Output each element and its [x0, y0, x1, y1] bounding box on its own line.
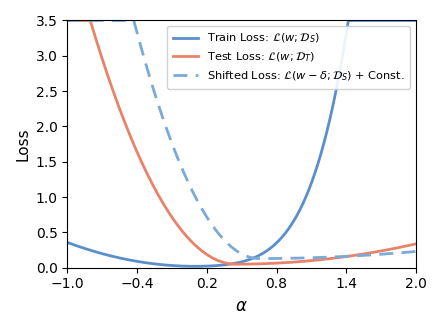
Shifted Loss: $\mathcal{L}(w - \delta; \mathcal{D}_S)$ + Const.: (0.651, 0.13): $\mathcal{L}(w - \delta; \mathcal{D}_S)$…: [256, 256, 262, 260]
Shifted Loss: $\mathcal{L}(w - \delta; \mathcal{D}_S)$ + Const.: (2, 0.23): $\mathcal{L}(w - \delta; \mathcal{D}_S)$…: [413, 249, 419, 253]
Line: Train Loss: $\mathcal{L}(w; \mathcal{D}_S)$: Train Loss: $\mathcal{L}(w; \mathcal{D}_…: [67, 20, 416, 266]
Train Loss: $\mathcal{L}(w; \mathcal{D}_S)$: (0.46, 0.0683): $\mathcal{L}(w; \mathcal{D}_S)$: (0.46, …: [234, 261, 240, 265]
Train Loss: $\mathcal{L}(w; \mathcal{D}_S)$: (1.91, 3.5): $\mathcal{L}(w; \mathcal{D}_S)$: (1.91, …: [404, 18, 409, 22]
Train Loss: $\mathcal{L}(w; \mathcal{D}_S)$: (2, 3.5): $\mathcal{L}(w; \mathcal{D}_S)$: (2, 3.5…: [413, 18, 419, 22]
Shifted Loss: $\mathcal{L}(w - \delta; \mathcal{D}_S)$ + Const.: (-1, 3.5): $\mathcal{L}(w - \delta; \mathcal{D}_S)$…: [65, 18, 70, 22]
Test Loss: $\mathcal{L}(w; \mathcal{D}_T)$: (0.379, 0.061): $\mathcal{L}(w; \mathcal{D}_T)$: (0.379,…: [225, 261, 230, 265]
Test Loss: $\mathcal{L}(w; \mathcal{D}_T)$: (-0.847, 3.5): $\mathcal{L}(w; \mathcal{D}_T)$: (-0.847…: [82, 18, 88, 22]
Shifted Loss: $\mathcal{L}(w - \delta; \mathcal{D}_S)$ + Const.: (0.459, 0.236): $\mathcal{L}(w - \delta; \mathcal{D}_S)$…: [234, 249, 240, 253]
Train Loss: $\mathcal{L}(w; \mathcal{D}_S)$: (0.381, 0.0463): $\mathcal{L}(w; \mathcal{D}_S)$: (0.381,…: [225, 262, 230, 266]
Test Loss: $\mathcal{L}(w; \mathcal{D}_T)$: (0.46, 0.05): $\mathcal{L}(w; \mathcal{D}_T)$: (0.46, …: [234, 262, 240, 266]
Train Loss: $\mathcal{L}(w; \mathcal{D}_S)$: (-0.847, 0.271): $\mathcal{L}(w; \mathcal{D}_S)$: (-0.847…: [82, 247, 88, 250]
Shifted Loss: $\mathcal{L}(w - \delta; \mathcal{D}_S)$ + Const.: (1.91, 0.218): $\mathcal{L}(w - \delta; \mathcal{D}_S)$…: [403, 250, 408, 254]
Train Loss: $\mathcal{L}(w; \mathcal{D}_S)$: (0.1, 0.02): $\mathcal{L}(w; \mathcal{D}_S)$: (0.1, 0…: [193, 264, 198, 268]
Shifted Loss: $\mathcal{L}(w - \delta; \mathcal{D}_S)$ + Const.: (-0.847, 3.5): $\mathcal{L}(w - \delta; \mathcal{D}_S)$…: [82, 18, 88, 22]
Shifted Loss: $\mathcal{L}(w - \delta; \mathcal{D}_S)$ + Const.: (1.91, 0.218): $\mathcal{L}(w - \delta; \mathcal{D}_S)$…: [404, 250, 409, 254]
Line: Test Loss: $\mathcal{L}(w; \mathcal{D}_T)$: Test Loss: $\mathcal{L}(w; \mathcal{D}_T…: [67, 20, 416, 264]
Test Loss: $\mathcal{L}(w; \mathcal{D}_T)$: (1.91, 0.307): $\mathcal{L}(w; \mathcal{D}_T)$: (1.91, …: [403, 244, 408, 248]
Train Loss: $\mathcal{L}(w; \mathcal{D}_S)$: (-1, 0.359): $\mathcal{L}(w; \mathcal{D}_S)$: (-1, 0.…: [65, 240, 70, 244]
Test Loss: $\mathcal{L}(w; \mathcal{D}_T)$: (0.45, 0.05): $\mathcal{L}(w; \mathcal{D}_T)$: (0.45, …: [233, 262, 239, 266]
Train Loss: $\mathcal{L}(w; \mathcal{D}_S)$: (1.36, 2.96): $\mathcal{L}(w; \mathcal{D}_S)$: (1.36, …: [339, 56, 345, 60]
Train Loss: $\mathcal{L}(w; \mathcal{D}_S)$: (1.92, 3.5): $\mathcal{L}(w; \mathcal{D}_S)$: (1.92, …: [404, 18, 409, 22]
Test Loss: $\mathcal{L}(w; \mathcal{D}_T)$: (-1, 3.5): $\mathcal{L}(w; \mathcal{D}_T)$: (-1, 3.…: [65, 18, 70, 22]
Legend: Train Loss: $\mathcal{L}(w; \mathcal{D}_S)$, Test Loss: $\mathcal{L}(w; \mathcal: Train Loss: $\mathcal{L}(w; \mathcal{D}_…: [167, 26, 410, 89]
Y-axis label: Loss: Loss: [15, 127, 30, 161]
Train Loss: $\mathcal{L}(w; \mathcal{D}_S)$: (1.42, 3.5): $\mathcal{L}(w; \mathcal{D}_S)$: (1.42, …: [346, 18, 351, 22]
Shifted Loss: $\mathcal{L}(w - \delta; \mathcal{D}_S)$ + Const.: (0.379, 0.343): $\mathcal{L}(w - \delta; \mathcal{D}_S)$…: [225, 242, 230, 246]
Line: Shifted Loss: $\mathcal{L}(w - \delta; \mathcal{D}_S)$ + Const.: Shifted Loss: $\mathcal{L}(w - \delta; \…: [67, 20, 416, 258]
Shifted Loss: $\mathcal{L}(w - \delta; \mathcal{D}_S)$ + Const.: (1.36, 0.158): $\mathcal{L}(w - \delta; \mathcal{D}_S)$…: [339, 254, 345, 258]
Test Loss: $\mathcal{L}(w; \mathcal{D}_T)$: (1.91, 0.307): $\mathcal{L}(w; \mathcal{D}_T)$: (1.91, …: [404, 244, 409, 248]
Test Loss: $\mathcal{L}(w; \mathcal{D}_T)$: (1.36, 0.15): $\mathcal{L}(w; \mathcal{D}_T)$: (1.36, …: [339, 255, 345, 259]
Test Loss: $\mathcal{L}(w; \mathcal{D}_T)$: (2, 0.338): $\mathcal{L}(w; \mathcal{D}_T)$: (2, 0.3…: [413, 242, 419, 246]
X-axis label: $\alpha$: $\alpha$: [235, 297, 248, 315]
